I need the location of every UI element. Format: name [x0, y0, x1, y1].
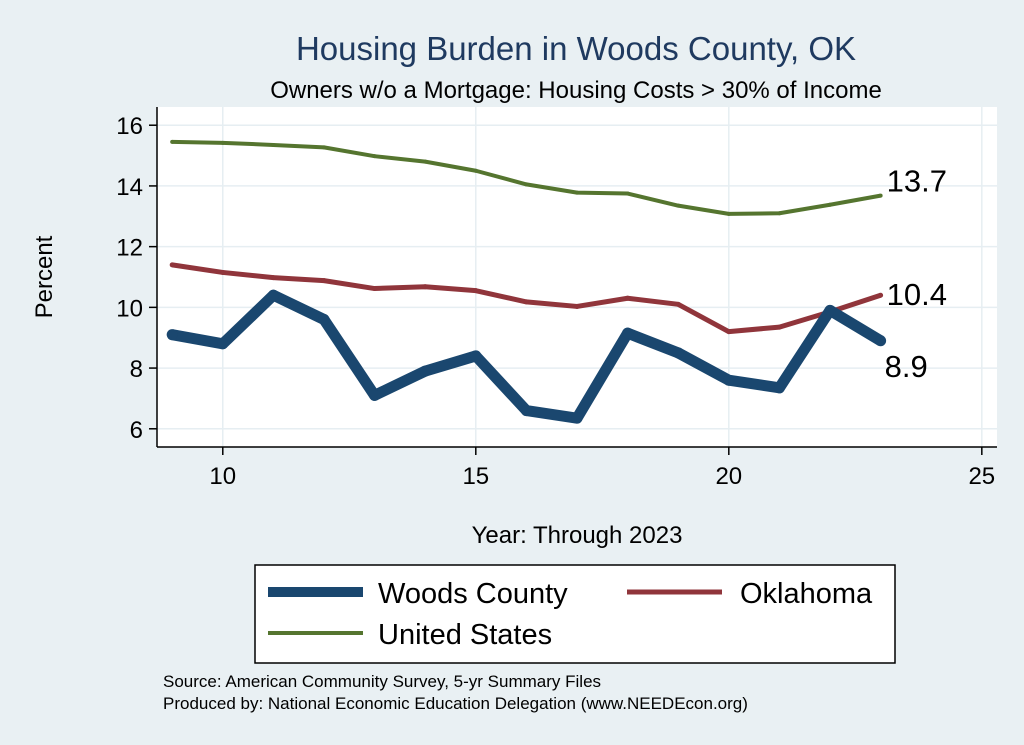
y-axis-title: Percent: [31, 235, 58, 318]
y-tick-label-14: 14: [116, 174, 143, 201]
data-point-united-states-10: [220, 140, 225, 145]
y-tick-label-8: 8: [130, 356, 143, 383]
x-tick-label-10: 10: [209, 463, 236, 490]
legend-box: [254, 564, 896, 664]
data-point-woods-county-19: [672, 347, 684, 359]
data-point-united-states-16: [524, 182, 529, 187]
y-axis-ticks: 6 8 10 12 14 16: [116, 113, 157, 444]
source-line: Source: American Community Survey, 5-yr …: [163, 672, 601, 691]
y-tick-label-10: 10: [116, 295, 143, 322]
data-point-oklahoma-21: [776, 324, 782, 330]
data-point-woods-county-12: [318, 314, 330, 325]
data-point-united-states-18: [625, 191, 630, 196]
end-label-oklahoma: 10.4: [887, 277, 947, 312]
legend-label-united-states: United States: [378, 619, 552, 651]
data-point-oklahoma-15: [473, 288, 479, 294]
data-point-woods-county-14: [419, 365, 431, 377]
legend-label-oklahoma: Oklahoma: [740, 578, 873, 610]
data-point-oklahoma-19: [675, 301, 681, 307]
x-tick-label-25: 25: [968, 463, 995, 490]
data-point-united-states-13: [372, 154, 377, 159]
data-point-oklahoma-17: [574, 303, 580, 309]
data-point-woods-county-15: [470, 350, 482, 362]
legend-label-woods-county: Woods County: [378, 578, 568, 610]
y-tick-label-12: 12: [116, 235, 143, 262]
data-point-woods-county-16: [520, 405, 532, 417]
legend: Woods County Oklahoma United States: [254, 564, 896, 664]
producer-line: Produced by: National Economic Education…: [163, 694, 748, 713]
data-point-united-states-22: [828, 202, 833, 207]
data-point-woods-county-21: [773, 382, 785, 394]
data-point-woods-county-20: [723, 374, 735, 386]
end-label-woods-county: 8.9: [885, 349, 928, 384]
data-point-oklahoma-16: [523, 299, 529, 305]
data-point-oklahoma-14: [422, 284, 428, 290]
data-point-oklahoma-12: [321, 278, 327, 284]
data-point-woods-county-11: [267, 289, 279, 301]
data-point-oklahoma-9: [169, 262, 175, 268]
end-labels: 8.9 10.4 13.7: [885, 164, 947, 384]
y-tick-label-6: 6: [130, 417, 143, 444]
data-point-woods-county-18: [622, 327, 634, 339]
data-point-woods-county-23: [875, 335, 887, 347]
data-point-oklahoma-18: [625, 295, 631, 301]
chart-title: Housing Burden in Woods County, OK: [296, 30, 856, 67]
data-point-united-states-11: [271, 142, 276, 147]
x-tick-label-15: 15: [462, 463, 489, 490]
y-tick-label-16: 16: [116, 113, 143, 140]
end-label-united-states: 13.7: [887, 164, 947, 199]
data-point-oklahoma-10: [220, 269, 226, 275]
data-point-oklahoma-11: [270, 275, 276, 281]
data-point-united-states-9: [170, 139, 175, 144]
x-axis-ticks: 10 15 20 25: [209, 447, 995, 490]
data-point-united-states-23: [878, 193, 883, 198]
data-point-oklahoma-23: [878, 292, 884, 298]
data-point-oklahoma-20: [726, 329, 732, 335]
data-point-united-states-20: [726, 211, 731, 216]
chart-subtitle: Owners w/o a Mortgage: Housing Costs > 3…: [270, 77, 882, 104]
data-point-woods-county-17: [571, 412, 583, 424]
series-lines: [166, 139, 887, 424]
data-point-oklahoma-13: [372, 286, 378, 292]
data-point-woods-county-22: [824, 304, 836, 316]
data-point-woods-county-13: [369, 389, 381, 401]
data-point-united-states-12: [321, 145, 326, 150]
data-point-united-states-19: [676, 203, 681, 208]
data-point-united-states-17: [575, 190, 579, 195]
data-point-united-states-15: [473, 168, 478, 173]
data-point-united-states-14: [423, 159, 428, 164]
x-tick-label-20: 20: [715, 463, 742, 490]
data-point-woods-county-10: [217, 338, 229, 350]
data-point-united-states-21: [777, 211, 782, 216]
x-axis-title: Year: Through 2023: [472, 522, 683, 549]
data-point-woods-county-9: [166, 329, 178, 341]
